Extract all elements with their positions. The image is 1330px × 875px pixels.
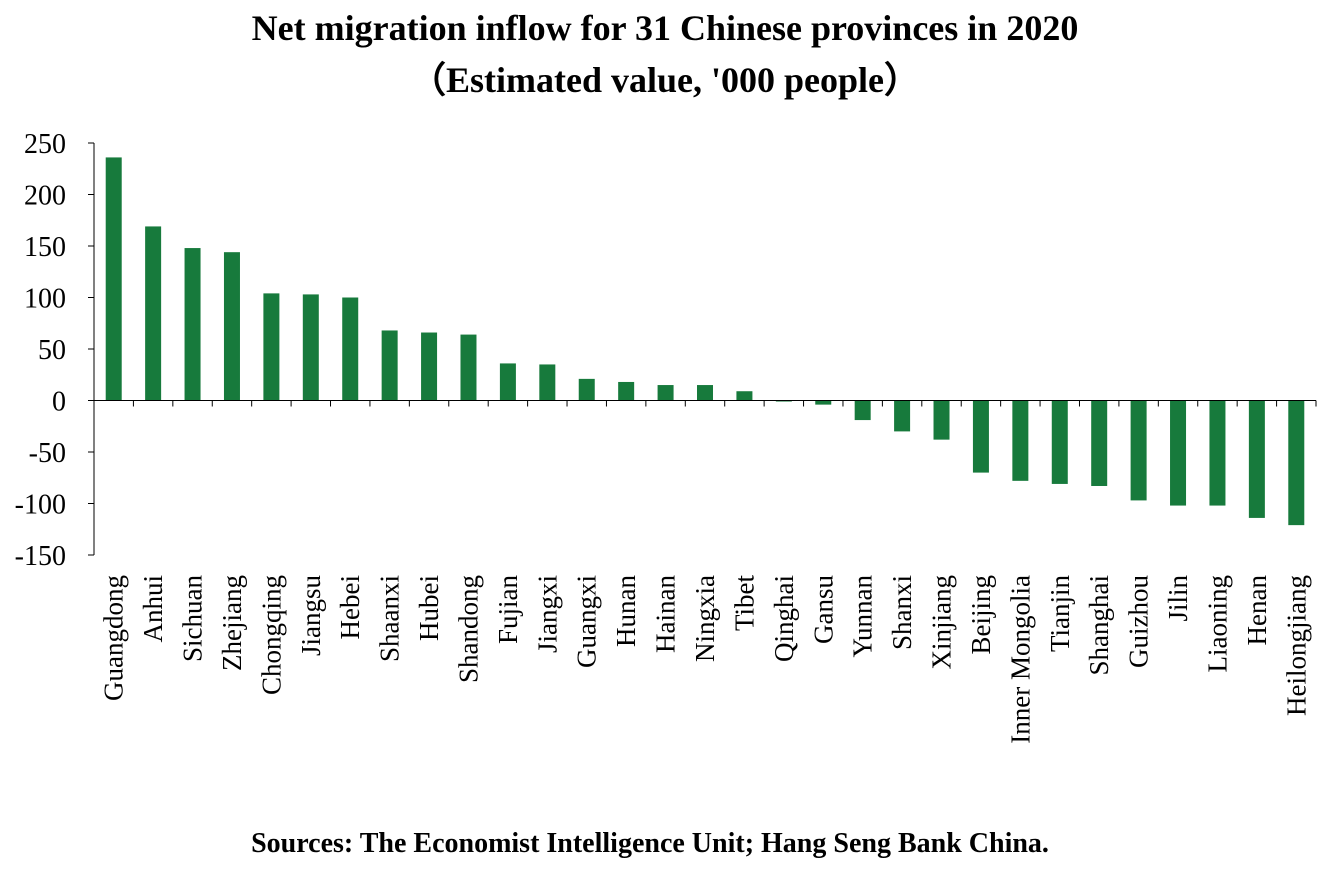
x-tick-label: Guangdong — [99, 575, 129, 701]
x-tick-label: Guangxi — [572, 575, 602, 668]
bar-ningxia — [697, 385, 713, 401]
y-tick-label: 0 — [52, 387, 66, 418]
y-tick-label: 50 — [38, 335, 66, 366]
bar-shanxi — [894, 400, 911, 432]
bar-hainan — [657, 385, 674, 401]
x-tick-label: Jiangsu — [296, 575, 326, 657]
bar-hunan — [618, 381, 635, 401]
x-tick-label: Shaanxi — [375, 575, 405, 662]
x-tick-label: Jilin — [1163, 575, 1193, 622]
bar-sichuan — [184, 248, 201, 401]
bar-jiangsu — [302, 294, 319, 401]
axes-group — [88, 142, 1317, 556]
bar-tianjin — [1051, 400, 1068, 484]
x-tick-label: Anhui — [138, 575, 168, 643]
bar-tibet — [736, 391, 753, 401]
bar-hubei — [421, 332, 438, 401]
x-tick-label: Yunnan — [848, 575, 878, 658]
y-tick-label: -50 — [29, 438, 66, 469]
x-tick-label: Xinjiang — [927, 575, 957, 670]
x-tick-label: Hubei — [414, 575, 444, 641]
bar-guangxi — [578, 378, 595, 401]
x-tick-label: Guizhou — [1124, 575, 1154, 668]
x-tick-label: Beijing — [966, 575, 996, 655]
x-tick-label: Chongqing — [256, 575, 286, 695]
bar-shanghai — [1091, 400, 1108, 486]
x-tick-label: Shandong — [453, 575, 483, 683]
bar-anhui — [145, 226, 162, 401]
x-tick-label: Zhejiang — [217, 575, 247, 671]
y-tick-label: 250 — [24, 129, 66, 160]
bar-beijing — [972, 400, 989, 473]
bars-group — [105, 157, 1305, 526]
x-tick-label: Hainan — [651, 575, 681, 653]
x-tick-label: Liaoning — [1202, 575, 1232, 672]
x-tick-label: Hunan — [611, 575, 641, 647]
bar-liaoning — [1209, 400, 1226, 506]
y-tick-label: 200 — [24, 181, 66, 212]
chart-subtitle: （Estimated value, '000 people） — [410, 60, 920, 100]
bar-jiangxi — [539, 364, 556, 401]
x-tick-label: Henan — [1242, 575, 1272, 646]
x-tick-label: Fujian — [493, 575, 523, 645]
x-tick-label: Tibet — [729, 575, 759, 632]
bar-henan — [1248, 400, 1265, 518]
bar-guizhou — [1130, 400, 1147, 501]
bar-guangdong — [105, 157, 122, 401]
x-tick-labels: Guangdong Anhui Sichuan Zhejiang Chongqing Ji… — [99, 575, 1312, 744]
x-tick-label: Tianjin — [1045, 575, 1075, 653]
bar-zhejiang — [223, 252, 240, 401]
bar-yunnan — [854, 400, 871, 421]
x-tick-label: Heilongjiang — [1281, 575, 1311, 716]
bar-gansu — [815, 400, 832, 405]
bar-shaanxi — [381, 330, 398, 401]
x-tick-label: Qinghai — [769, 575, 799, 662]
bar-shandong — [460, 334, 477, 401]
x-tick-label: Gansu — [808, 575, 838, 644]
y-tick-label: 150 — [24, 232, 66, 263]
bar-fujian — [499, 363, 516, 401]
bar-hebei — [342, 297, 359, 401]
bar-heilongjiang — [1288, 400, 1305, 526]
x-tick-label: Hebei — [335, 575, 365, 639]
y-tick-label: -150 — [15, 541, 66, 572]
bar-qinghai — [775, 400, 792, 402]
y-tick-labels: 250 200 150 100 50 0 -50 -100 -150 — [15, 129, 66, 572]
bar-chongqing — [263, 293, 280, 401]
x-tick-label: Shanghai — [1084, 575, 1114, 676]
source-note: Sources: The Economist Intelligence Unit… — [251, 828, 1049, 859]
x-tick-label: Sichuan — [178, 575, 208, 662]
bar-inner-mongolia — [1012, 400, 1029, 481]
x-tick-label: Inner Mongolia — [1005, 575, 1035, 744]
y-tick-label: -100 — [15, 490, 66, 521]
y-tick-label: 100 — [24, 284, 66, 315]
x-tick-label: Jiangxi — [532, 575, 562, 653]
bar-xinjiang — [933, 400, 950, 440]
x-tick-label: Shanxi — [887, 575, 917, 650]
bar-jilin — [1170, 400, 1187, 506]
x-tick-label: Ningxia — [690, 575, 720, 662]
chart-title: Net migration inflow for 31 Chinese prov… — [251, 8, 1079, 48]
